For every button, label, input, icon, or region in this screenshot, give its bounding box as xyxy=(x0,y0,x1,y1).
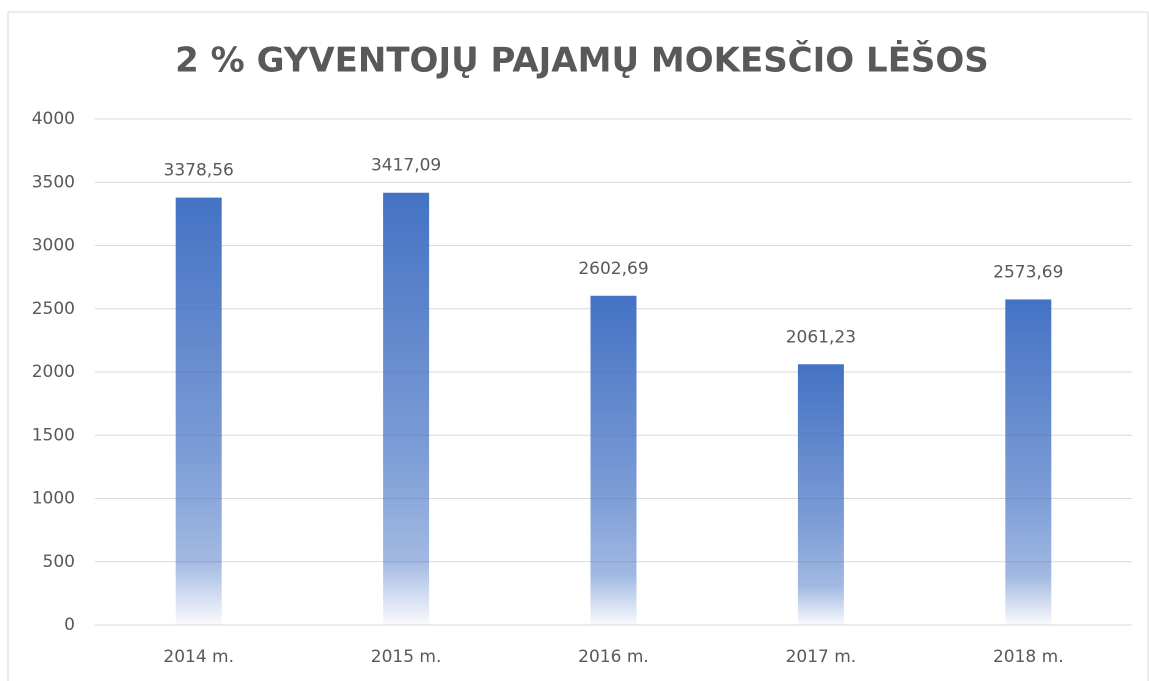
data-label: 2602,69 xyxy=(578,259,648,279)
x-tick-label: 2015 m. xyxy=(371,647,442,667)
x-tick-label: 2016 m. xyxy=(578,647,649,667)
y-tick-label: 0 xyxy=(64,615,75,635)
bar xyxy=(1005,299,1052,625)
y-tick-label: 3500 xyxy=(32,172,75,192)
data-label: 3417,09 xyxy=(371,156,441,176)
y-tick-label: 3000 xyxy=(32,236,75,256)
y-tick-label: 500 xyxy=(43,552,75,572)
data-label: 2061,23 xyxy=(786,327,856,347)
data-label: 2573,69 xyxy=(993,262,1063,282)
chart-title: 2 % GYVENTOJŲ PAJAMŲ MOKESČIO LĖŠOS xyxy=(175,40,989,81)
bar xyxy=(175,197,222,625)
y-tick-label: 2500 xyxy=(32,299,75,319)
x-tick-label: 2018 m. xyxy=(993,647,1064,667)
bar xyxy=(797,364,844,625)
bar xyxy=(590,295,637,625)
y-tick-label: 2000 xyxy=(32,362,75,382)
bar xyxy=(383,192,430,626)
chart-frame xyxy=(7,11,1149,681)
x-tick-label: 2014 m. xyxy=(163,647,234,667)
y-tick-label: 1000 xyxy=(32,489,75,509)
y-tick-label: 1500 xyxy=(32,425,75,445)
data-label: 3378,56 xyxy=(164,161,234,181)
x-tick-label: 2017 m. xyxy=(786,647,857,667)
y-tick-label: 4000 xyxy=(32,109,75,129)
